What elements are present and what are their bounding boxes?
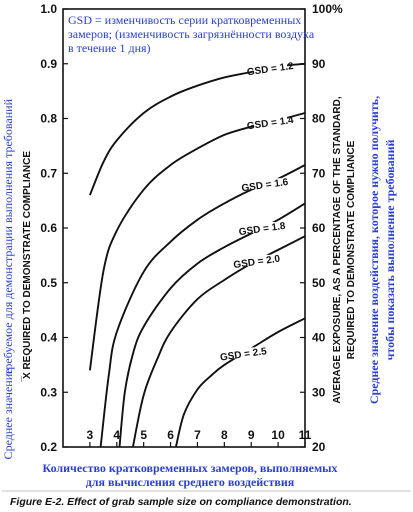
y-tick-label-left: 0.7 — [40, 166, 57, 180]
series-line-6 — [174, 317, 306, 448]
x-tick-label: 3 — [87, 428, 94, 442]
y-axis-label-right-en-1: AVERAGE EXPOSURE, AS A PERCENTAGE OF THE… — [332, 96, 343, 403]
y-axis-label-left-en: ̅X REQUIRED TO DEMONSTRATE COMPLIANCE — [21, 151, 33, 382]
y-tick-label-right: 50 — [312, 276, 326, 290]
y-tick-label-right: 90 — [312, 57, 326, 71]
y-axis-label-left-ru-2: Среднее значение — [1, 369, 15, 460]
y-tick-label-right: 100% — [312, 2, 343, 16]
series-line-5 — [131, 235, 306, 448]
x-tick-label: 10 — [271, 428, 285, 442]
x-tick-label: 9 — [248, 428, 255, 442]
y-axis-label-right-ru-2: чтобы показать выполнение требований — [383, 140, 397, 361]
series-label-bg — [253, 116, 288, 128]
y-tick-label-right: 30 — [312, 385, 326, 399]
x-tick-label: 4 — [113, 428, 120, 442]
x-tick-label: 11 — [299, 428, 312, 442]
y-tick-label-left: 0.8 — [40, 112, 57, 126]
y-tick-label-left: 0.6 — [40, 221, 57, 235]
note-line-3: в течение 1 дня) — [68, 41, 151, 55]
y-tick-label-right: 70 — [312, 166, 326, 180]
y-tick-label-right: 40 — [312, 331, 326, 345]
x-axis-label-line-1: Количество кратковременных замеров, выпо… — [42, 461, 337, 475]
note-line-1: GSD = изменчивость серии кратковременных — [68, 13, 301, 27]
y-axis-label-right-en-2: REQUIRED TO DEMONSTRATE COMPLIANCE — [346, 140, 357, 359]
y-tick-label-left: 0.9 — [40, 57, 57, 71]
x-tick-label: 5 — [140, 428, 147, 442]
series-label-bg — [247, 178, 282, 190]
series-label-bg — [226, 347, 261, 359]
y-tick-label-left: 1.0 — [40, 2, 57, 16]
series-line-1 — [89, 62, 306, 196]
y-axis-label-left-ru-1: требуемое для демонстрации выполнения тр… — [1, 98, 15, 375]
y-tick-label-right: 20 — [312, 440, 326, 454]
y-tick-label-left: 0.4 — [40, 331, 57, 345]
series-label-bg — [253, 62, 288, 74]
y-tick-label-right: 80 — [312, 112, 326, 126]
x-tick-label: 8 — [221, 428, 228, 442]
y-tick-label-right: 60 — [312, 221, 326, 235]
x-tick-label: 6 — [167, 428, 174, 442]
y-tick-label-left: 0.5 — [40, 276, 57, 290]
x-tick-label: 7 — [194, 428, 201, 442]
y-axis-label-right-ru-1: Среднее значение воздействия, которое ну… — [367, 96, 381, 404]
series-label-bg — [244, 222, 279, 233]
x-axis-label-line-2: для вычисления среднего воздействия — [86, 475, 295, 489]
series-line-2 — [88, 112, 306, 371]
note-line-2: замеров; (изменчивость загрязнённости во… — [68, 27, 315, 41]
series-label-bg — [239, 254, 274, 266]
y-tick-label-left: 0.3 — [40, 385, 57, 399]
series-line-4 — [118, 202, 306, 448]
y-tick-label-left: 0.2 — [40, 440, 57, 454]
axis-ticks: 0.2 20 0.3 30 0.4 40 0.5 50 0.6 60 0.7 70 0.8 80 0.9 90… — [40, 2, 343, 454]
figure-caption: Figure E-2. Effect of grab sample size o… — [10, 496, 352, 508]
